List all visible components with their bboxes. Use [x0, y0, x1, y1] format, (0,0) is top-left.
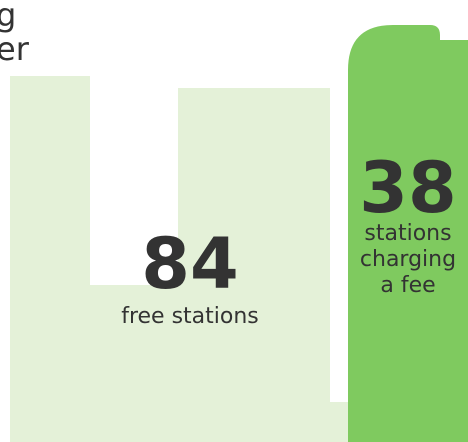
- heading-fragment: er: [0, 30, 30, 68]
- stat-value: 84: [141, 223, 238, 305]
- stat-label: a fee: [380, 273, 435, 298]
- stat-label: free stations: [121, 304, 259, 329]
- stat-label: stations: [364, 221, 451, 246]
- free-stations-shape: [10, 76, 348, 442]
- heading-fragment: g: [0, 0, 16, 34]
- fee-stations-shape: [348, 25, 468, 442]
- stat-value: 38: [359, 147, 456, 229]
- stat-label: charging: [360, 247, 456, 272]
